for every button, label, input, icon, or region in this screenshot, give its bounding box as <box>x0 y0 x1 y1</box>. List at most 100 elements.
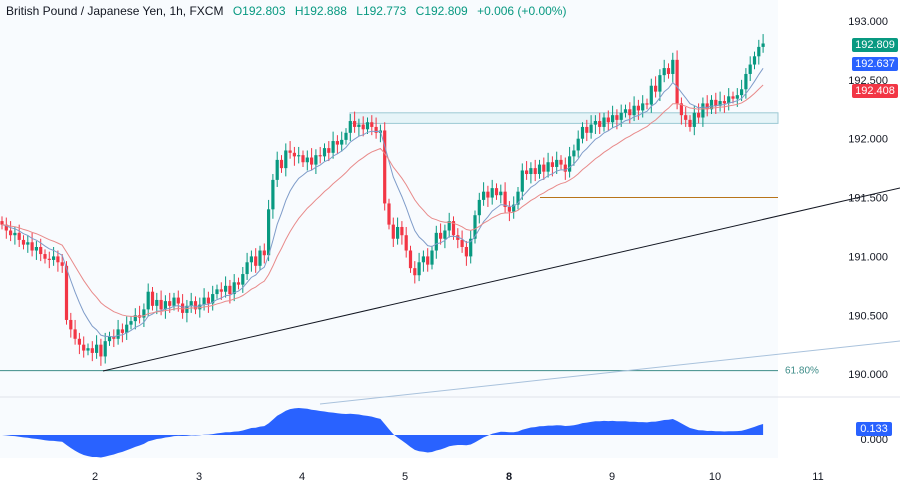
candle-body <box>344 132 348 140</box>
candle-body <box>163 301 167 310</box>
candle-body <box>301 155 305 163</box>
candle-body <box>258 250 262 266</box>
candle-body <box>559 159 563 165</box>
candle-body <box>340 139 344 145</box>
fast-ma-tag: 192.637 <box>852 57 898 71</box>
candle-body <box>64 265 69 320</box>
candle-body <box>740 89 744 96</box>
candle-body <box>52 256 56 260</box>
candle-body <box>460 239 464 247</box>
candle-body <box>396 226 400 239</box>
candle-body <box>82 344 86 351</box>
candle-body <box>297 155 301 157</box>
candle-body <box>735 95 739 99</box>
x-tick-label: 11 <box>812 471 823 483</box>
x-tick-label: 3 <box>196 471 202 483</box>
candle-body <box>120 329 124 333</box>
candle-body <box>439 232 443 239</box>
candle-body <box>430 250 434 265</box>
candle-body <box>598 121 602 127</box>
candle-body <box>254 256 258 266</box>
ohlc-close: C192.809 <box>415 4 468 18</box>
candle-body <box>189 301 193 306</box>
candle-body <box>443 230 447 239</box>
candle-body <box>267 209 271 256</box>
candle-body <box>17 232 21 240</box>
candle-body <box>95 344 99 353</box>
candle-body <box>486 191 490 198</box>
candle-body <box>202 297 206 305</box>
candle-body <box>469 238 473 257</box>
candle-body <box>198 304 202 310</box>
candle-body <box>408 250 413 269</box>
slow-ma-tag: 192.408 <box>852 84 898 98</box>
ohlc-high: H192.888 <box>294 4 347 18</box>
y-tick-label: 190.000 <box>848 369 888 381</box>
candle-body <box>4 224 8 231</box>
candle-body <box>482 191 486 200</box>
candle-body <box>464 246 468 257</box>
x-tick-label: 4 <box>299 471 305 483</box>
candle-body <box>525 170 529 175</box>
candle-body <box>374 126 378 133</box>
candle-body <box>228 285 232 295</box>
candle-body <box>529 168 533 175</box>
candle-body <box>494 188 499 196</box>
candle-body <box>47 258 51 260</box>
candle-body <box>722 101 726 104</box>
candle-body <box>512 204 516 212</box>
candle-body <box>206 297 210 304</box>
candle-body <box>249 256 253 263</box>
ohlc-change: +0.006 (+0.00%) <box>477 4 567 18</box>
candle-body <box>692 112 696 127</box>
candle-body <box>193 301 198 310</box>
candle-body <box>576 138 580 151</box>
candle-body <box>21 239 26 245</box>
candle-body <box>684 115 688 120</box>
candle-body <box>43 254 47 259</box>
candle-body <box>116 329 120 339</box>
candle-body <box>129 321 133 325</box>
candle-body <box>456 235 460 240</box>
candle-body <box>69 319 73 330</box>
candle-body <box>353 121 357 127</box>
candle-body <box>211 294 215 304</box>
chart-header: British Pound / Japanese Yen, 1h, FXCM O… <box>6 4 566 18</box>
resistance-zone <box>349 112 779 124</box>
last-price-tag: 192.809 <box>852 38 898 52</box>
candle-body <box>99 344 103 357</box>
candle-body <box>327 148 331 153</box>
candle-body <box>400 226 404 236</box>
candle-body <box>697 112 701 118</box>
candle-body <box>370 122 374 127</box>
candle-body <box>30 242 34 251</box>
candle-body <box>752 56 757 65</box>
candle-body <box>727 96 731 104</box>
candle-body <box>602 117 606 127</box>
candle-body <box>662 68 666 76</box>
candle-body <box>654 85 658 92</box>
candle-body <box>675 59 679 104</box>
ohlc-low: L192.773 <box>356 4 407 18</box>
candle-body <box>159 299 163 310</box>
candle-body <box>125 324 129 333</box>
ohlc-open: O192.803 <box>232 4 286 18</box>
candle-body <box>348 121 352 133</box>
candle-body <box>546 162 550 172</box>
fast-ma-line <box>1 68 764 338</box>
y-tick-label: 193.000 <box>848 16 888 28</box>
candle-body <box>477 199 481 216</box>
candle-body <box>279 159 284 169</box>
candle-body <box>761 43 765 47</box>
candle-body <box>86 348 90 351</box>
candle-body <box>236 282 241 285</box>
candle-body <box>516 191 520 205</box>
candle-body <box>550 162 554 167</box>
candle-body <box>73 329 77 339</box>
candle-body <box>361 124 365 130</box>
candle-body <box>537 164 542 175</box>
candle-body <box>322 148 327 157</box>
candle-body <box>426 256 430 265</box>
candle-body <box>490 188 494 198</box>
